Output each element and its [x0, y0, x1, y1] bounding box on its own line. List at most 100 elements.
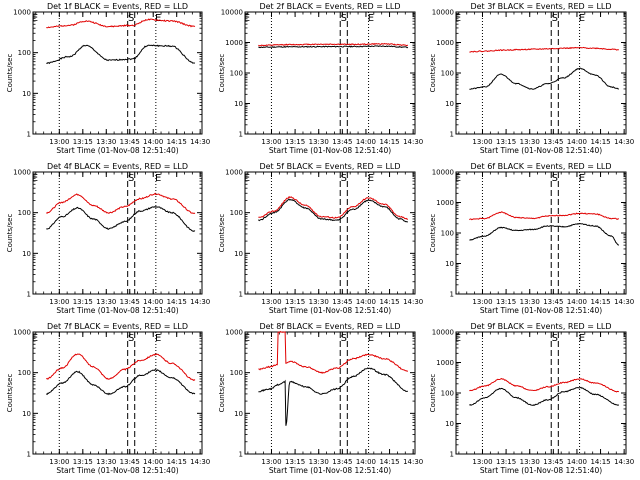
panel-title: Det 5f BLACK = Events, RED = LLD — [259, 162, 400, 171]
x-tick-label: 13:45 — [543, 298, 563, 306]
panel-title: Det 2f BLACK = Events, RED = LLD — [259, 2, 400, 11]
y-tick-label: 100 — [441, 70, 454, 78]
y-tick-label: 10 — [22, 90, 31, 98]
x-tick-label: 14:15 — [167, 298, 187, 306]
y-tick-label: 1000 — [13, 169, 31, 177]
panel-title: Det 6f BLACK = Events, RED = LLD — [470, 162, 611, 171]
events-series-line — [469, 222, 620, 246]
x-axis-label: Start Time (01-Nov-08 12:51:40) — [480, 146, 602, 155]
x-tick-label: 14:30 — [190, 298, 210, 306]
y-axis-label: Counts/sec — [429, 54, 437, 93]
y-tick-label: 10000 — [432, 169, 454, 177]
x-tick-label: 13:30 — [309, 138, 329, 146]
marker-letter: S — [128, 13, 134, 24]
y-tick-label: 10000 — [432, 329, 454, 337]
y-tick-label: 100 — [441, 390, 454, 398]
x-tick-label: 13:45 — [120, 298, 140, 306]
y-tick-label: 1000 — [436, 359, 454, 367]
x-tick-label: 14:30 — [190, 138, 210, 146]
x-tick-label: 14:00 — [143, 138, 163, 146]
x-tick-label: 14:30 — [190, 458, 210, 466]
y-tick-label: 10 — [22, 250, 31, 258]
x-tick-label: 14:00 — [356, 298, 376, 306]
marker-letter: E — [32, 13, 38, 24]
x-tick-label: 14:30 — [614, 138, 634, 146]
x-tick-label: 13:15 — [285, 298, 305, 306]
y-axis-label: Counts/sec — [6, 54, 14, 93]
lld-series-line — [258, 42, 409, 47]
marker-letter: E — [455, 333, 461, 344]
x-tick-label: 13:30 — [96, 458, 116, 466]
y-tick-label: 1000 — [13, 329, 31, 337]
marker-letter: S — [341, 13, 347, 24]
x-tick-label: 14:15 — [379, 458, 399, 466]
marker-letter: S — [341, 333, 347, 344]
lld-series-line — [469, 46, 619, 53]
x-tick-label: 13:45 — [120, 458, 140, 466]
x-tick-label: 13:45 — [332, 458, 352, 466]
y-axis-label: Counts/sec — [218, 54, 226, 93]
events-series-line — [46, 205, 196, 232]
y-tick-label: 1 — [27, 451, 31, 459]
marker-letter: S — [128, 333, 134, 344]
lld-series-line — [258, 195, 409, 220]
x-tick-label: 13:30 — [309, 458, 329, 466]
y-tick-label: 1000 — [13, 9, 31, 17]
y-tick-label: 100 — [230, 369, 243, 377]
x-tick-label: 13:45 — [120, 138, 140, 146]
panel-title: Det 7f BLACK = Events, RED = LLD — [47, 322, 188, 331]
x-axis-label: Start Time (01-Nov-08 12:51:40) — [480, 306, 602, 315]
lld-series-line — [46, 18, 196, 29]
x-tick-label: 13:15 — [73, 458, 93, 466]
marker-letter: E — [579, 333, 585, 344]
plot-frame — [244, 331, 416, 455]
y-tick-label: 1 — [27, 131, 31, 139]
lld-series-line — [258, 330, 409, 374]
events-series-line — [258, 45, 409, 49]
y-tick-label: 100 — [441, 230, 454, 238]
marker-letter: E — [579, 173, 585, 184]
y-tick-label: 10000 — [432, 9, 454, 17]
y-tick-label: 1 — [450, 131, 454, 139]
marker-letter: E — [368, 333, 374, 344]
events-series-line — [258, 198, 409, 223]
x-tick-label: 14:00 — [567, 458, 587, 466]
x-tick-label: 14:00 — [356, 138, 376, 146]
panel-title: Det 1f BLACK = Events, RED = LLD — [47, 2, 188, 11]
y-tick-label: 10 — [22, 410, 31, 418]
x-tick-label: 14:30 — [403, 138, 423, 146]
y-tick-label: 10 — [234, 410, 243, 418]
marker-letter: E — [155, 173, 161, 184]
plot-frame — [455, 11, 627, 135]
plot-frame — [455, 331, 627, 455]
y-tick-label: 1000 — [225, 329, 243, 337]
x-tick-label: 14:15 — [590, 298, 610, 306]
events-series-line — [258, 367, 409, 426]
y-tick-label: 1 — [450, 451, 454, 459]
marker-letter: S — [552, 333, 558, 344]
x-tick-label: 13:15 — [496, 138, 516, 146]
x-axis-label: Start Time (01-Nov-08 12:51:40) — [269, 466, 391, 475]
plot-frame — [244, 171, 416, 295]
marker-letter: S — [341, 173, 347, 184]
marker-letter: S — [552, 173, 558, 184]
x-tick-label: 14:00 — [143, 458, 163, 466]
x-tick-label: 14:15 — [590, 138, 610, 146]
y-tick-label: 1 — [239, 291, 243, 299]
marker-letter: E — [244, 173, 250, 184]
plot-frame — [32, 171, 203, 295]
x-tick-label: 13:15 — [285, 458, 305, 466]
lld-series-line — [46, 353, 196, 381]
y-tick-label: 1 — [450, 291, 454, 299]
x-tick-label: 14:00 — [567, 298, 587, 306]
x-axis-label: Start Time (01-Nov-08 12:51:40) — [480, 466, 602, 475]
marker-letter: E — [455, 13, 461, 24]
x-tick-label: 14:00 — [356, 458, 376, 466]
events-series-line — [45, 369, 196, 396]
y-tick-label: 100 — [230, 70, 243, 78]
events-series-line — [46, 44, 196, 65]
x-tick-label: 13:15 — [73, 138, 93, 146]
y-tick-label: 1 — [239, 451, 243, 459]
x-tick-label: 13:15 — [496, 458, 516, 466]
marker-letter: E — [32, 173, 38, 184]
